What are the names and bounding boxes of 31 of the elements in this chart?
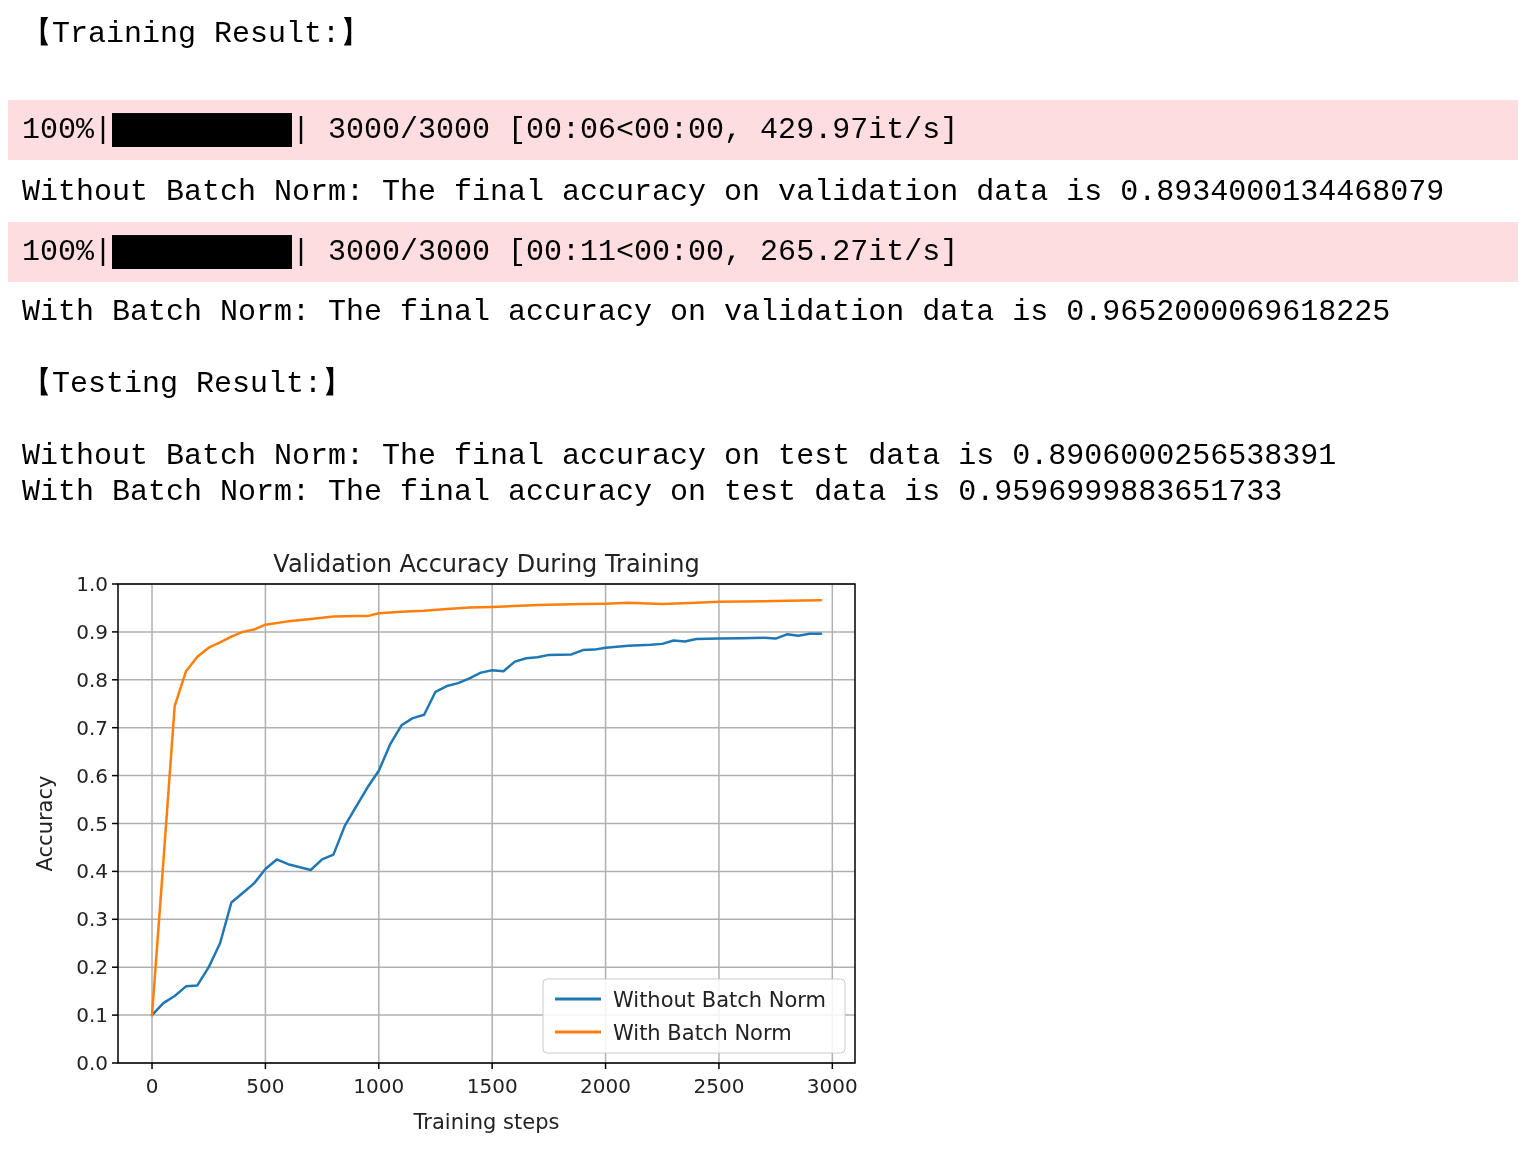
text: 【Training Result:】: [22, 17, 371, 51]
y-tick-label: 0.9: [76, 619, 108, 644]
y-tick-label: 0.5: [76, 811, 108, 836]
text: Without Batch Norm: The final accuracy on test data is 0.8906000256538391: [22, 439, 1337, 473]
text: With Batch Norm: The final accuracy on test data is 0.9596999883651733: [22, 475, 1283, 509]
x-tick-label: 1500: [466, 1074, 518, 1098]
y-tick-label: 1.0: [76, 572, 108, 596]
text: 100%|██████████| 3000/3000 [00:06<00:00, 429.97it/s]: [22, 113, 959, 148]
y-tick-label: 0.3: [76, 907, 108, 932]
legend-label: Without Batch Norm: [613, 988, 827, 1012]
y-tick-label: 0.0: [76, 1051, 108, 1075]
y-tick-label: 0.6: [76, 763, 108, 788]
y-tick-label: 0.1: [76, 1003, 108, 1028]
x-axis-title: Training steps: [412, 1110, 560, 1134]
y-tick-label: 0.2: [76, 955, 108, 980]
y-tick-label: 0.8: [76, 667, 108, 692]
text: 100%|██████████| 3000/3000 [00:11<00:00, 265.27it/s]: [22, 235, 959, 270]
x-tick-label: 1000: [353, 1074, 405, 1098]
x-tick-label: 2500: [693, 1074, 745, 1098]
legend-label: With Batch Norm: [613, 1021, 792, 1045]
y-tick-label: 0.4: [76, 859, 108, 884]
x-tick-label: 0: [145, 1074, 159, 1098]
x-tick-label: 3000: [806, 1074, 858, 1098]
y-axis-title: Accuracy: [33, 775, 57, 872]
x-tick-label: 500: [246, 1074, 285, 1098]
text: 【Testing Result:】: [22, 367, 353, 401]
chart-title: Validation Accuracy During Training: [273, 550, 700, 578]
text: With Batch Norm: The final accuracy on validation data is 0.9652000069618225: [22, 295, 1391, 329]
y-tick-label: 0.7: [76, 715, 108, 740]
text: Without Batch Norm: The final accuracy on validation data is 0.8934000134468079: [22, 175, 1445, 209]
x-tick-label: 2000: [580, 1074, 632, 1098]
